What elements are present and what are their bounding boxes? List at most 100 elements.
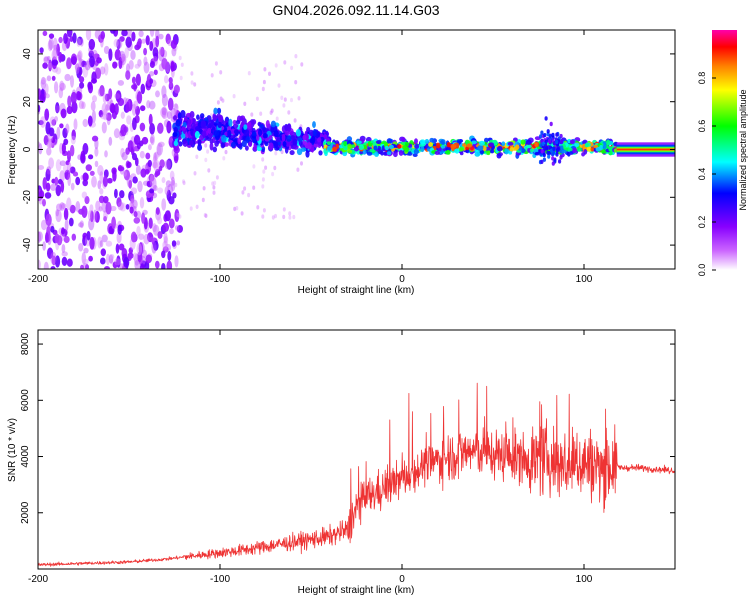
- heatmap-cell: [166, 189, 172, 202]
- heatmap-cell: [459, 151, 464, 156]
- spectrogram-ylabel: Frequency (Hz): [7, 116, 18, 185]
- heatmap-cell: [555, 139, 559, 145]
- heatmap-cell: [251, 119, 257, 125]
- heatmap-cell: [58, 51, 63, 63]
- heatmap-cell: [170, 176, 175, 186]
- heatmap-cell: [78, 57, 83, 71]
- heatmap-cell: [230, 128, 236, 135]
- heatmap-cell: [207, 123, 212, 129]
- heatmap-cell: [529, 148, 534, 153]
- heatmap-cell: [507, 141, 514, 146]
- heatmap-cell: [80, 153, 86, 164]
- x-tick-label: -200: [28, 574, 48, 585]
- heatmap-cell: [284, 129, 290, 136]
- heatmap-cell: [79, 37, 84, 47]
- heatmap-cell: [78, 67, 83, 76]
- heatmap-cell: [351, 144, 356, 149]
- heatmap-cell: [117, 166, 125, 172]
- heatmap-cell: [89, 55, 95, 68]
- heatmap-cell: [204, 157, 208, 163]
- heatmap-cell: [140, 105, 146, 112]
- heatmap-cell: [46, 166, 52, 175]
- heatmap-cell: [262, 126, 267, 133]
- heatmap-cell: [170, 60, 175, 72]
- heatmap-cell: [189, 110, 195, 119]
- heatmap-cell: [103, 45, 110, 55]
- heatmap-cell: [241, 139, 247, 148]
- heatmap-cell: [358, 144, 365, 151]
- heatmap-cell: [305, 150, 310, 158]
- heatmap-cell: [401, 137, 406, 143]
- heatmap-cell: [189, 206, 193, 211]
- snr-ylabel: SNR (10 * v/v): [7, 418, 18, 482]
- heatmap-cell: [140, 168, 147, 178]
- heatmap-cell: [252, 164, 256, 169]
- heatmap-cell: [82, 64, 89, 78]
- heatmap-cell: [216, 107, 222, 115]
- heatmap-cell: [230, 141, 236, 148]
- heatmap-cell: [544, 143, 548, 149]
- heatmap-cell: [108, 48, 113, 62]
- heatmap-cell: [317, 137, 322, 143]
- heatmap-cell: [105, 240, 113, 247]
- heatmap-cell: [347, 143, 352, 149]
- heatmap-cell: [169, 228, 174, 235]
- heatmap-cell: [141, 256, 146, 265]
- heatmap-cell: [104, 265, 110, 269]
- heatmap-cell: [42, 241, 46, 251]
- heatmap-cell: [139, 122, 146, 132]
- heatmap-cell: [302, 134, 307, 141]
- heatmap-cell: [133, 211, 138, 218]
- heatmap-cell: [572, 147, 578, 154]
- heatmap-cell: [148, 173, 155, 182]
- heatmap-cell: [407, 151, 413, 156]
- y-tick-label: 20: [22, 96, 33, 108]
- heatmap-cell: [164, 159, 171, 170]
- heatmap-cell: [161, 57, 168, 70]
- heatmap-cell: [82, 232, 88, 240]
- heatmap-cell: [116, 38, 123, 49]
- heatmap-cell: [393, 151, 398, 158]
- heatmap-cell: [247, 192, 251, 198]
- heatmap-cell: [42, 177, 47, 190]
- heatmap-cell: [43, 56, 50, 62]
- heatmap-cell: [55, 209, 60, 217]
- heatmap-cell: [157, 122, 164, 134]
- heatmap-cell: [104, 150, 108, 158]
- heatmap-cell: [171, 240, 177, 247]
- heatmap-peak-line: [616, 148, 675, 151]
- heatmap-cell: [404, 141, 410, 147]
- heatmap-cell: [68, 217, 74, 227]
- heatmap-cell: [175, 119, 181, 127]
- heatmap-cell: [80, 264, 84, 269]
- heatmap-cell: [136, 242, 143, 256]
- heatmap-cell: [43, 134, 49, 146]
- heatmap-cell: [549, 148, 554, 153]
- heatmap-cell: [147, 159, 152, 168]
- heatmap-cell: [343, 140, 347, 147]
- heatmap-cell: [151, 161, 159, 169]
- heatmap-cell: [134, 105, 141, 116]
- heatmap-cell: [39, 93, 46, 104]
- heatmap-cell: [72, 32, 77, 44]
- heatmap-cell: [38, 120, 44, 126]
- heatmap-cell: [120, 124, 127, 137]
- heatmap-cell: [161, 198, 167, 211]
- heatmap-cell: [366, 151, 373, 156]
- heatmap-cell: [440, 144, 446, 149]
- heatmap-cell: [87, 82, 94, 94]
- heatmap-cell: [207, 127, 212, 134]
- heatmap-cell: [169, 170, 175, 181]
- heatmap-cell: [91, 71, 97, 84]
- heatmap-cell: [115, 243, 120, 254]
- heatmap-cell: [79, 82, 85, 89]
- heatmap-cell: [232, 119, 237, 125]
- heatmap-cell: [101, 121, 107, 134]
- heatmap-cell: [50, 251, 57, 265]
- heatmap-cell: [178, 55, 182, 61]
- colorbar-tick-label: 0.6: [697, 120, 707, 133]
- heatmap-cell: [173, 140, 179, 147]
- heatmap-cell: [194, 131, 200, 139]
- heatmap-cell: [148, 217, 153, 229]
- heatmap-cell: [282, 214, 286, 220]
